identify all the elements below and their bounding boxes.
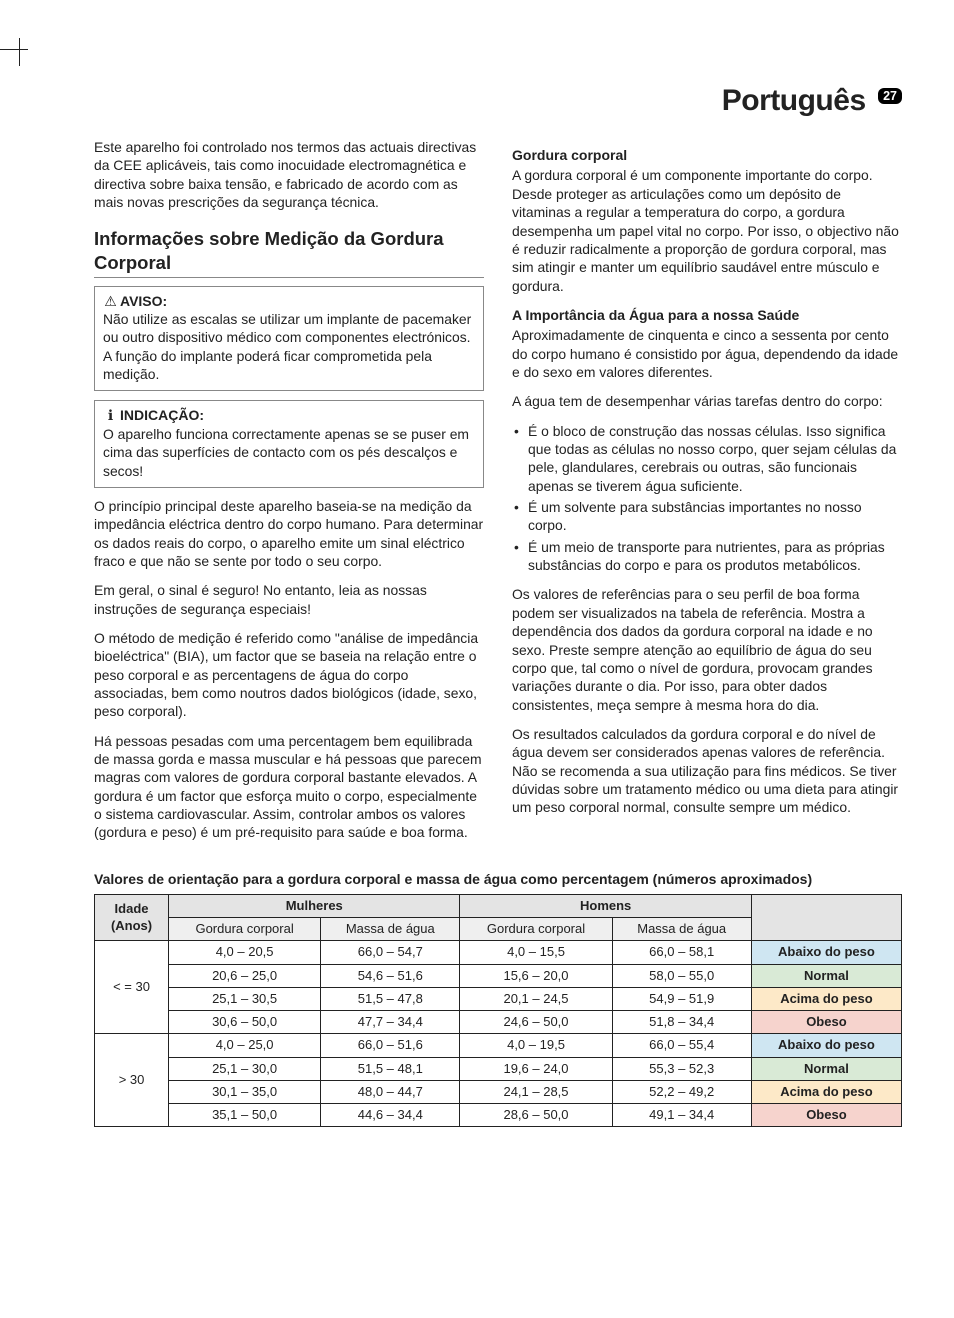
- cell-value: 20,1 – 24,5: [460, 987, 612, 1010]
- body-paragraph: Aproximadamente de cinquenta e cinco a s…: [512, 326, 902, 381]
- reference-table: Idade (Anos) Mulheres Homens Gordura cor…: [94, 894, 902, 1128]
- table-row: 30,6 – 50,047,7 – 34,424,6 – 50,051,8 – …: [95, 1011, 902, 1034]
- language-label: Português: [722, 84, 866, 117]
- cell-value: 15,6 – 20,0: [460, 964, 612, 987]
- cell-value: 24,1 – 28,5: [460, 1080, 612, 1103]
- age-head-text: Idade (Anos): [111, 901, 152, 932]
- cell-classification: Abaixo do peso: [751, 941, 901, 964]
- cell-value: 25,1 – 30,0: [169, 1057, 321, 1080]
- crop-mark-horizontal: [0, 49, 28, 50]
- cell-value: 35,1 – 50,0: [169, 1104, 321, 1127]
- warning-text: Não utilize as escalas se utilizar um im…: [103, 310, 475, 383]
- table-title: Valores de orientação para a gordura cor…: [94, 871, 902, 887]
- cell-age: < = 30: [95, 941, 169, 1034]
- body-paragraph: Os valores de referências para o seu per…: [512, 585, 902, 713]
- body-paragraph: Em geral, o sinal é seguro! No entanto, …: [94, 581, 484, 618]
- list-item: É um solvente para substâncias important…: [512, 498, 902, 535]
- table-row: 25,1 – 30,551,5 – 47,820,1 – 24,554,9 – …: [95, 987, 902, 1010]
- cell-classification: Obeso: [751, 1104, 901, 1127]
- body-paragraph: O princípio principal deste aparelho bas…: [94, 497, 484, 570]
- page-header: Português 27: [94, 84, 902, 118]
- cell-classification: Acima do peso: [751, 987, 901, 1010]
- table-body: < = 304,0 – 20,566,0 – 54,74,0 – 15,566,…: [95, 941, 902, 1127]
- cell-value: 48,0 – 44,7: [321, 1080, 460, 1103]
- cell-value: 51,8 – 34,4: [612, 1011, 751, 1034]
- cell-value: 54,9 – 51,9: [612, 987, 751, 1010]
- col-men-fat: Gordura corporal: [460, 918, 612, 941]
- cell-classification: Acima do peso: [751, 1080, 901, 1103]
- cell-value: 58,0 – 55,0: [612, 964, 751, 987]
- col-age: Idade (Anos): [95, 894, 169, 941]
- body-paragraph: A gordura corporal é um componente impor…: [512, 166, 902, 294]
- body-paragraph: Os resultados calculados da gordura corp…: [512, 725, 902, 817]
- cell-value: 51,5 – 47,8: [321, 987, 460, 1010]
- cell-value: 54,6 – 51,6: [321, 964, 460, 987]
- table-row: > 304,0 – 25,066,0 – 51,64,0 – 19,566,0 …: [95, 1034, 902, 1057]
- cell-value: 4,0 – 19,5: [460, 1034, 612, 1057]
- cell-value: 4,0 – 20,5: [169, 941, 321, 964]
- cell-value: 19,6 – 24,0: [460, 1057, 612, 1080]
- cell-value: 49,1 – 34,4: [612, 1104, 751, 1127]
- cell-classification: Normal: [751, 964, 901, 987]
- warning-icon: ⚠: [103, 292, 118, 310]
- page-number-badge: 27: [878, 88, 902, 104]
- table-row: 20,6 – 25,054,6 – 51,615,6 – 20,058,0 – …: [95, 964, 902, 987]
- list-item: É um meio de transporte para nutrientes,…: [512, 538, 902, 575]
- list-item: É o bloco de construção das nossas célul…: [512, 422, 902, 495]
- col-women-fat: Gordura corporal: [169, 918, 321, 941]
- cell-value: 66,0 – 51,6: [321, 1034, 460, 1057]
- table-row: < = 304,0 – 20,566,0 – 54,74,0 – 15,566,…: [95, 941, 902, 964]
- cell-classification: Abaixo do peso: [751, 1034, 901, 1057]
- body-paragraph: Há pessoas pesadas com uma percentagem b…: [94, 732, 484, 842]
- table-head: Idade (Anos) Mulheres Homens Gordura cor…: [95, 894, 902, 941]
- cell-value: 4,0 – 25,0: [169, 1034, 321, 1057]
- cell-value: 66,0 – 55,4: [612, 1034, 751, 1057]
- cell-value: 66,0 – 58,1: [612, 941, 751, 964]
- col-women-water: Massa de água: [321, 918, 460, 941]
- col-women: Mulheres: [169, 894, 460, 917]
- table-row: 35,1 – 50,044,6 – 34,428,6 – 50,049,1 – …: [95, 1104, 902, 1127]
- intro-paragraph: Este aparelho foi controlado nos termos …: [94, 138, 484, 211]
- cell-value: 25,1 – 30,5: [169, 987, 321, 1010]
- body-paragraph: A água tem de desempenhar várias tarefas…: [512, 392, 902, 410]
- cell-value: 4,0 – 15,5: [460, 941, 612, 964]
- body-columns: Este aparelho foi controlado nos termos …: [94, 138, 902, 853]
- cell-value: 51,5 – 48,1: [321, 1057, 460, 1080]
- bullet-list: É o bloco de construção das nossas célul…: [512, 422, 902, 575]
- col-classification: [751, 894, 901, 941]
- cell-value: 24,6 – 50,0: [460, 1011, 612, 1034]
- note-box: ℹINDICAÇÃO: O aparelho funciona correcta…: [94, 400, 484, 488]
- crop-mark-vertical: [19, 38, 20, 66]
- cell-value: 44,6 – 34,4: [321, 1104, 460, 1127]
- info-icon: ℹ: [103, 406, 118, 424]
- col-men: Homens: [460, 894, 751, 917]
- cell-classification: Normal: [751, 1057, 901, 1080]
- subsection-heading: A Importância da Água para a nossa Saúde: [512, 306, 902, 324]
- note-label: INDICAÇÃO:: [120, 407, 204, 423]
- section-heading: Informações sobre Medição da Gordura Cor…: [94, 227, 484, 277]
- note-text: O aparelho funciona correctamente apenas…: [103, 425, 475, 480]
- cell-value: 55,3 – 52,3: [612, 1057, 751, 1080]
- cell-value: 20,6 – 25,0: [169, 964, 321, 987]
- cell-age: > 30: [95, 1034, 169, 1127]
- table-row: 25,1 – 30,051,5 – 48,119,6 – 24,055,3 – …: [95, 1057, 902, 1080]
- warning-label: AVISO:: [120, 293, 167, 309]
- cell-value: 30,6 – 50,0: [169, 1011, 321, 1034]
- body-paragraph: O método de medição é referido como "aná…: [94, 629, 484, 721]
- warning-box: ⚠AVISO: Não utilize as escalas se utiliz…: [94, 286, 484, 392]
- cell-value: 47,7 – 34,4: [321, 1011, 460, 1034]
- cell-value: 66,0 – 54,7: [321, 941, 460, 964]
- col-men-water: Massa de água: [612, 918, 751, 941]
- cell-classification: Obeso: [751, 1011, 901, 1034]
- table-row: 30,1 – 35,048,0 – 44,724,1 – 28,552,2 – …: [95, 1080, 902, 1103]
- cell-value: 52,2 – 49,2: [612, 1080, 751, 1103]
- cell-value: 28,6 – 50,0: [460, 1104, 612, 1127]
- cell-value: 30,1 – 35,0: [169, 1080, 321, 1103]
- subsection-heading: Gordura corporal: [512, 146, 902, 164]
